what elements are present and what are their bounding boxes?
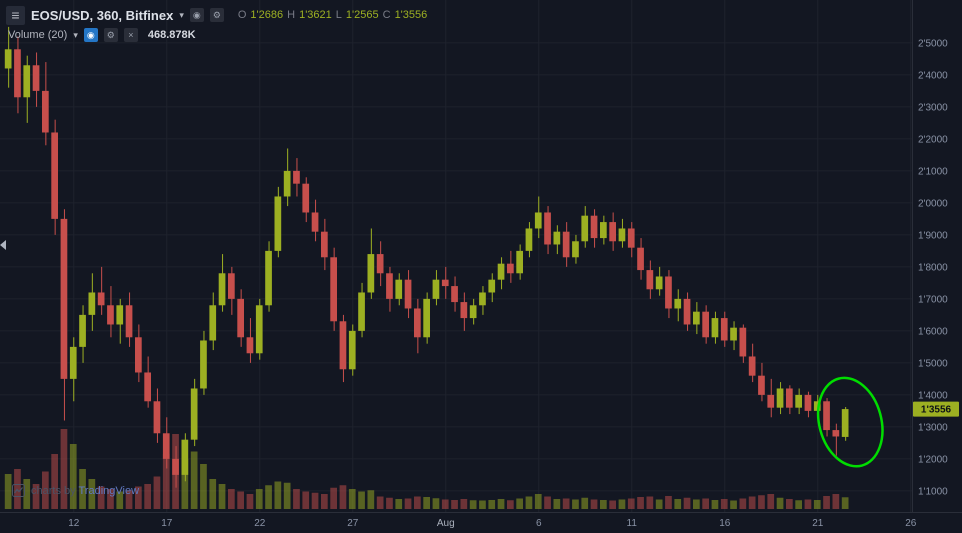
tradingview-logo-icon [12,484,25,497]
last-price-tag: 1'3556 [913,401,959,417]
eye-icon[interactable]: ◉ [189,8,204,22]
svg-text:1'4000: 1'4000 [918,390,948,401]
indicator-value: 468.878K [147,29,196,41]
highlight-ellipse-annotation[interactable] [809,371,892,474]
svg-text:2'1000: 2'1000 [918,166,948,177]
eye-icon[interactable]: ◉ [83,28,98,42]
ohlc-open-value: 1'2686 [250,9,284,21]
svg-text:16: 16 [719,518,731,529]
symbol-legend-row: ≡ EOS/USD, 360, Bitfinex ▾ ◉ ⚙ O 1'2686 … [6,5,427,25]
svg-text:1'5000: 1'5000 [918,358,948,369]
tradingview-link[interactable]: TradingView [78,484,140,497]
svg-text:6: 6 [536,518,542,529]
svg-text:1'3556: 1'3556 [921,405,952,416]
indicator-legend-row: Volume (20) ▾ ◉ ⚙ × 468.878K [6,25,427,45]
indicator-label[interactable]: Volume (20) [8,29,68,41]
svg-text:1'7000: 1'7000 [918,294,948,305]
svg-text:1'2000: 1'2000 [918,454,948,465]
svg-text:2'2000: 2'2000 [918,134,948,145]
svg-text:26: 26 [905,518,917,529]
svg-text:2'3000: 2'3000 [918,102,948,113]
ohlc-readout: O 1'2686 H 1'3621 L 1'2565 C 1'3556 [238,9,427,21]
symbol-title[interactable]: EOS/USD, 360, Bitfinex [31,7,174,23]
ohlc-low-value: 1'2565 [345,9,379,21]
ohlc-high-value: 1'3621 [299,9,332,21]
svg-text:Aug: Aug [437,518,455,529]
attribution-text: charts by TradingView [31,485,139,497]
attribution: charts by TradingView [12,484,139,497]
svg-text:1'6000: 1'6000 [918,326,948,337]
svg-text:1'3000: 1'3000 [918,422,948,433]
price-axis[interactable]: 2'5000 2'4000 2'3000 2'2000 2'1000 2'0000 1'90… [918,38,948,497]
svg-text:11: 11 [627,518,638,529]
chart-legend: ≡ EOS/USD, 360, Bitfinex ▾ ◉ ⚙ O 1'2686 … [6,5,427,45]
svg-text:17: 17 [161,518,173,529]
svg-text:22: 22 [254,518,266,529]
ohlc-close-value: 1'3556 [394,9,428,21]
chevron-down-icon[interactable]: ▾ [179,9,184,20]
svg-text:21: 21 [812,518,824,529]
candles-layer [4,26,849,488]
volume-layer [4,429,849,509]
ohlc-close-label: C [382,9,391,21]
settings-icon[interactable]: ⚙ [209,8,224,22]
attribution-prefix: charts by [31,484,79,497]
svg-text:1'8000: 1'8000 [918,262,948,273]
chevron-down-icon[interactable]: ▾ [73,29,78,40]
svg-text:2'4000: 2'4000 [918,70,948,81]
collapse-panel-arrow-icon[interactable] [0,240,6,250]
ohlc-low-label: L [335,9,342,21]
svg-text:12: 12 [68,518,80,529]
ohlc-high-label: H [287,9,296,21]
menu-icon[interactable]: ≡ [6,5,25,25]
settings-icon[interactable]: ⚙ [103,28,118,42]
svg-text:1'9000: 1'9000 [918,230,948,241]
svg-text:1'1000: 1'1000 [918,486,948,497]
close-icon[interactable]: × [123,28,138,42]
svg-text:2'0000: 2'0000 [918,198,948,209]
ohlc-open-label: O [237,9,247,21]
time-axis[interactable]: 12 17 22 27 Aug 6 11 16 21 26 [68,518,917,529]
svg-text:27: 27 [347,518,359,529]
svg-text:2'5000: 2'5000 [918,38,948,49]
grid-layer [0,0,912,512]
